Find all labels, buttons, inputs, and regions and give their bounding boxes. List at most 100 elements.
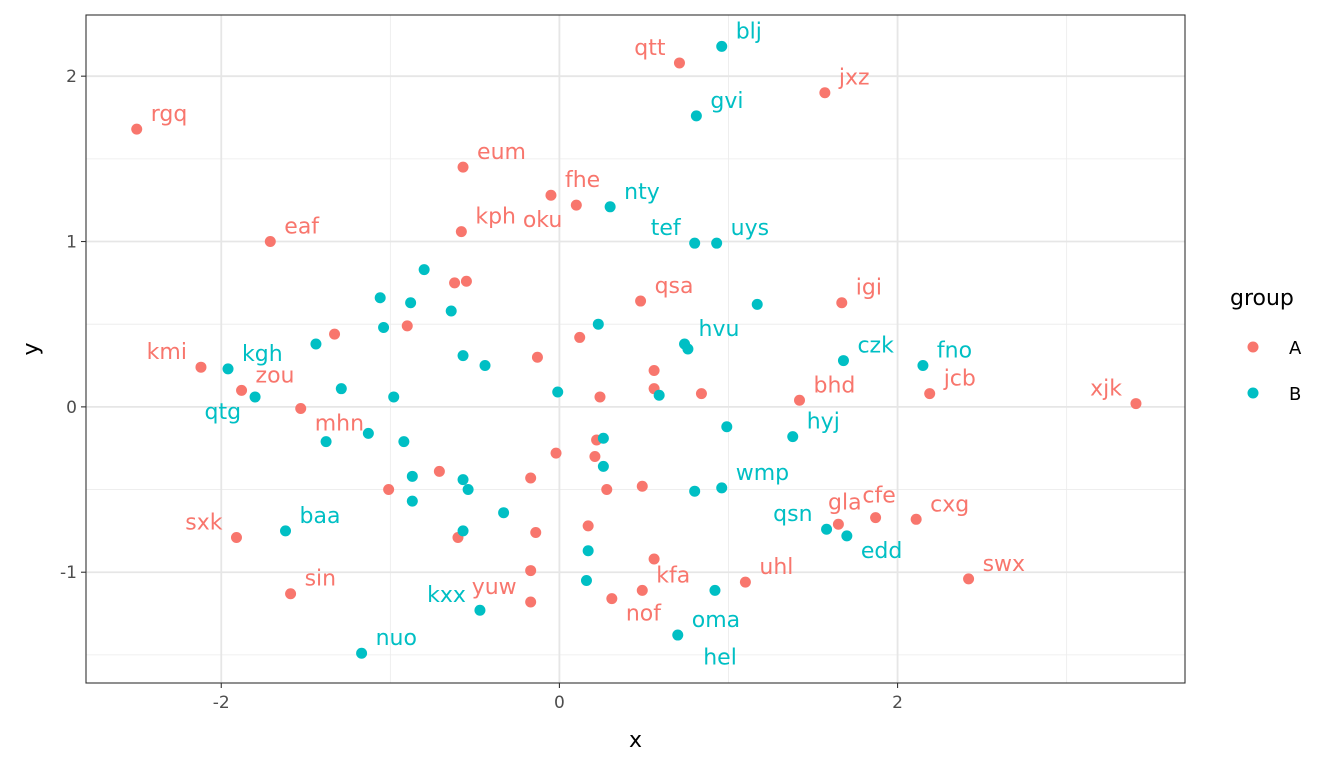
data-point-b [682, 343, 694, 355]
data-point-a [606, 593, 618, 605]
data-point-a [910, 513, 922, 525]
data-point-b [689, 485, 701, 497]
data-point-b [310, 338, 322, 350]
point-label: qtg [205, 400, 242, 425]
data-point-b [689, 237, 701, 249]
data-point-a [673, 57, 685, 69]
data-point-a [455, 226, 467, 238]
data-point-b [716, 482, 728, 494]
data-point-b [580, 574, 592, 586]
x-axis-title: x [629, 728, 642, 753]
legend-label-b: B [1289, 384, 1301, 405]
point-label: sin [305, 567, 337, 592]
point-label: kmi [147, 340, 187, 365]
data-point-a [836, 297, 848, 309]
data-point-b [374, 292, 386, 304]
point-label: zou [256, 363, 295, 388]
point-label: swx [983, 552, 1025, 577]
x-tick-label: 2 [892, 693, 903, 713]
data-point-b [709, 584, 721, 596]
data-point-b [405, 297, 417, 309]
data-point-a [531, 351, 543, 363]
data-point-b [280, 525, 292, 537]
point-label: cfe [862, 483, 895, 508]
data-point-a [545, 189, 557, 201]
data-point-b [406, 470, 418, 482]
data-point-b [457, 474, 469, 486]
data-point-b [388, 391, 400, 403]
point-label: nof [626, 602, 662, 627]
y-tick-label: 1 [66, 233, 77, 253]
y-axis-title: y [19, 342, 44, 355]
point-label: gla [828, 491, 862, 516]
data-point-a [449, 277, 461, 289]
y-tick-label: -1 [60, 563, 77, 583]
data-point-a [457, 161, 469, 173]
data-point-a [285, 588, 297, 600]
point-label: nuo [376, 626, 417, 651]
data-point-a [329, 328, 341, 340]
data-point-b [597, 460, 609, 472]
data-point-b [462, 484, 474, 496]
data-point-a [1130, 398, 1142, 410]
data-point-a [832, 518, 844, 530]
data-point-b [457, 350, 469, 362]
point-label: jxz [838, 66, 870, 91]
data-point-b [841, 530, 853, 542]
data-point-b [418, 264, 430, 276]
data-point-b [335, 383, 347, 395]
data-point-b [249, 391, 261, 403]
legend-entries: AB [1247, 338, 1302, 405]
data-point-a [264, 236, 276, 248]
x-tick-label: 0 [554, 693, 565, 713]
point-label: blj [736, 19, 762, 44]
point-label: kph [475, 205, 516, 230]
data-point-a [570, 199, 582, 211]
point-label: qsn [773, 502, 812, 527]
data-point-b [474, 604, 486, 616]
data-point-a [574, 331, 586, 343]
data-point-b [787, 431, 799, 443]
point-label: edd [861, 539, 902, 564]
data-point-b [362, 427, 374, 439]
legend-key-a [1247, 341, 1259, 353]
data-point-a [739, 576, 751, 588]
data-point-a [230, 531, 242, 543]
point-label: gvi [710, 89, 743, 114]
data-point-b [821, 523, 833, 535]
point-label: nty [624, 180, 660, 205]
data-point-b [597, 432, 609, 444]
point-label: igi [856, 276, 882, 301]
data-point-b [356, 647, 368, 659]
data-point-a [131, 123, 143, 135]
grid-minor [86, 15, 1185, 683]
point-label: baa [300, 504, 341, 529]
point-label: xjk [1090, 377, 1122, 402]
point-label: eaf [284, 215, 320, 240]
data-point-a [550, 447, 562, 459]
point-label: kfa [656, 563, 690, 588]
data-point-a [401, 320, 413, 332]
data-point-a [525, 596, 537, 608]
data-point-b [552, 386, 564, 398]
point-label: uhl [759, 555, 793, 580]
point-label: sxk [185, 510, 222, 535]
y-axis-ticks: -1 0 1 2 [60, 67, 86, 583]
data-point-b [398, 436, 410, 448]
legend-key-b [1247, 387, 1259, 399]
data-points [131, 40, 1142, 659]
grid-major [86, 15, 1185, 683]
legend-label-a: A [1289, 338, 1302, 359]
data-point-b [320, 436, 332, 448]
point-label: kxx [427, 583, 466, 608]
data-point-a [648, 553, 660, 565]
point-label: fno [937, 339, 972, 364]
data-point-a [794, 394, 806, 406]
data-point-b [690, 110, 702, 122]
data-point-b [445, 305, 457, 317]
data-point-a [636, 584, 648, 596]
data-point-a [819, 87, 831, 99]
point-label: bhd [814, 373, 856, 398]
data-point-a [601, 484, 613, 496]
